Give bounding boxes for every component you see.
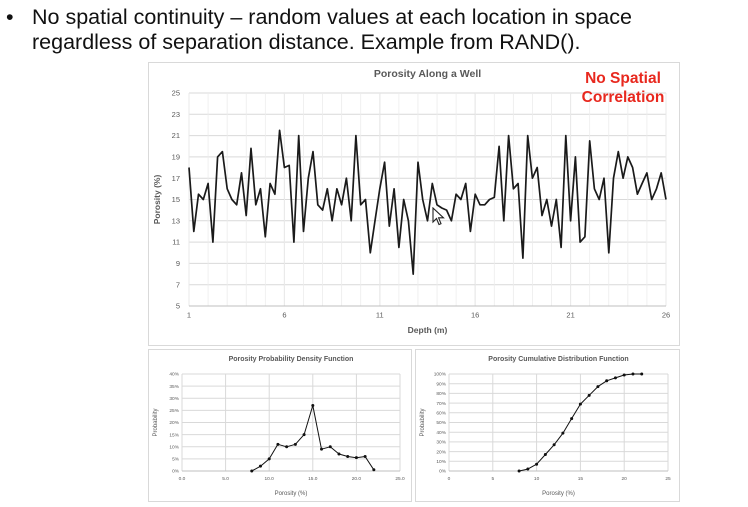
- x-tick-label: 25.0: [395, 476, 405, 482]
- x-tick-label: 6: [282, 311, 286, 320]
- y-tick-label: 11: [172, 238, 180, 247]
- chart-title: Porosity Along a Well: [374, 68, 481, 80]
- x-tick-label: 0: [448, 476, 451, 482]
- data-point: [276, 442, 280, 446]
- x-tick-label: 5: [491, 476, 494, 482]
- porosity-pdf-chart: Porosity Probability Density Function 0% 5…: [148, 349, 412, 502]
- x-axis-label: Depth (m): [408, 325, 448, 335]
- series-line: [188, 129, 667, 275]
- x-axis-label: Porosity (%): [275, 491, 308, 497]
- chart-title: Porosity Probability Density Function: [229, 356, 354, 363]
- data-point: [293, 442, 297, 446]
- y-tick-label: 25: [172, 89, 180, 98]
- y-tick-label: 35%: [169, 384, 179, 390]
- y-tick-label: 0%: [172, 469, 180, 475]
- data-point: [570, 417, 574, 421]
- x-tick-label: 10.0: [265, 476, 275, 482]
- y-axis-label: Probability: [420, 408, 426, 436]
- data-point: [543, 453, 547, 457]
- porosity-well-chart-svg: Porosity Along a Well 5 7 9 11 13 15 17 19 21 23 25…: [152, 68, 670, 335]
- data-point: [631, 372, 635, 376]
- x-tick-label: 11: [376, 311, 384, 320]
- data-point: [302, 433, 306, 437]
- data-point: [552, 443, 556, 447]
- data-point: [578, 402, 582, 406]
- data-point: [328, 445, 332, 449]
- x-tick-label: 10: [534, 476, 540, 482]
- y-tick-label: 20%: [436, 449, 446, 455]
- y-tick-label: 20%: [169, 420, 179, 426]
- data-point: [587, 393, 591, 397]
- y-tick-label: 21: [172, 131, 180, 140]
- bullet-dot: •: [6, 5, 14, 29]
- x-tick-label: 26: [662, 311, 670, 320]
- y-tick-label: 9: [176, 259, 180, 268]
- data-point: [311, 404, 315, 408]
- data-point: [372, 468, 376, 472]
- x-tick-label: 15: [578, 476, 584, 482]
- y-tick-label: 15%: [169, 432, 179, 438]
- data-point: [267, 457, 271, 461]
- x-tick-label: 1: [187, 311, 191, 320]
- y-tick-label: 7: [176, 280, 180, 289]
- porosity-pdf-chart-svg: Porosity Probability Density Function 0% 5…: [153, 356, 405, 497]
- y-tick-label: 60%: [436, 410, 446, 416]
- y-tick-label: 80%: [436, 391, 446, 397]
- y-tick-label: 10%: [169, 444, 179, 450]
- porosity-cdf-chart-svg: Porosity Cumulative Distribution Functio…: [420, 356, 671, 497]
- y-tick-label: 10%: [436, 459, 446, 465]
- y-tick-label: 30%: [169, 396, 179, 402]
- data-point: [622, 373, 626, 377]
- y-tick-label: 17: [172, 174, 180, 183]
- x-tick-label: 15.0: [308, 476, 318, 482]
- data-point: [613, 376, 617, 380]
- y-tick-label: 100%: [434, 372, 447, 378]
- x-axis-label: Porosity (%): [542, 491, 575, 497]
- data-point: [605, 379, 609, 383]
- y-axis-label: Porosity (%): [152, 175, 162, 225]
- y-tick-label: 5: [176, 302, 180, 311]
- data-point: [526, 467, 530, 471]
- bullet-text: No spatial continuity – random values at…: [32, 5, 632, 54]
- y-tick-label: 40%: [169, 372, 179, 378]
- x-tick-label: 5.0: [222, 476, 229, 482]
- data-point: [561, 431, 565, 435]
- porosity-cdf-chart: Porosity Cumulative Distribution Functio…: [415, 349, 680, 502]
- x-tick-label: 16: [471, 311, 479, 320]
- y-tick-label: 40%: [436, 430, 446, 436]
- porosity-well-chart: Porosity Along a Well 5 7 9 11 13 15 17 19 21 23 25…: [148, 62, 680, 346]
- y-tick-label: 50%: [436, 420, 446, 426]
- y-tick-label: 0%: [439, 469, 447, 475]
- chart-title: Porosity Cumulative Distribution Functio…: [488, 356, 628, 363]
- y-axis-label: Probability: [153, 408, 159, 436]
- data-point: [250, 469, 254, 473]
- x-tick-label: 20: [622, 476, 628, 482]
- y-tick-label: 90%: [436, 381, 446, 387]
- data-point: [640, 372, 644, 376]
- data-point: [596, 385, 600, 389]
- no-spatial-correlation-note: No Spatial Correlation: [581, 70, 665, 106]
- x-tick-label: 21: [566, 311, 574, 320]
- y-tick-label: 70%: [436, 401, 446, 407]
- x-tick-label: 0.0: [179, 476, 186, 482]
- data-point: [363, 454, 367, 458]
- data-point: [535, 462, 539, 466]
- data-point: [258, 464, 262, 468]
- data-point: [285, 445, 289, 449]
- y-tick-label: 25%: [169, 408, 179, 414]
- y-tick-label: 13: [172, 216, 180, 225]
- data-point: [346, 454, 350, 458]
- y-tick-label: 19: [172, 153, 180, 162]
- x-tick-label: 25: [665, 476, 671, 482]
- data-point: [337, 452, 341, 456]
- mouse-cursor-icon: [432, 207, 445, 226]
- data-point: [354, 456, 358, 460]
- data-point: [320, 447, 324, 451]
- data-point: [517, 469, 521, 473]
- y-tick-label: 23: [172, 110, 180, 119]
- y-tick-label: 5%: [172, 457, 180, 463]
- x-tick-label: 20.0: [352, 476, 362, 482]
- y-tick-label: 15: [172, 195, 180, 204]
- y-tick-label: 30%: [436, 440, 446, 446]
